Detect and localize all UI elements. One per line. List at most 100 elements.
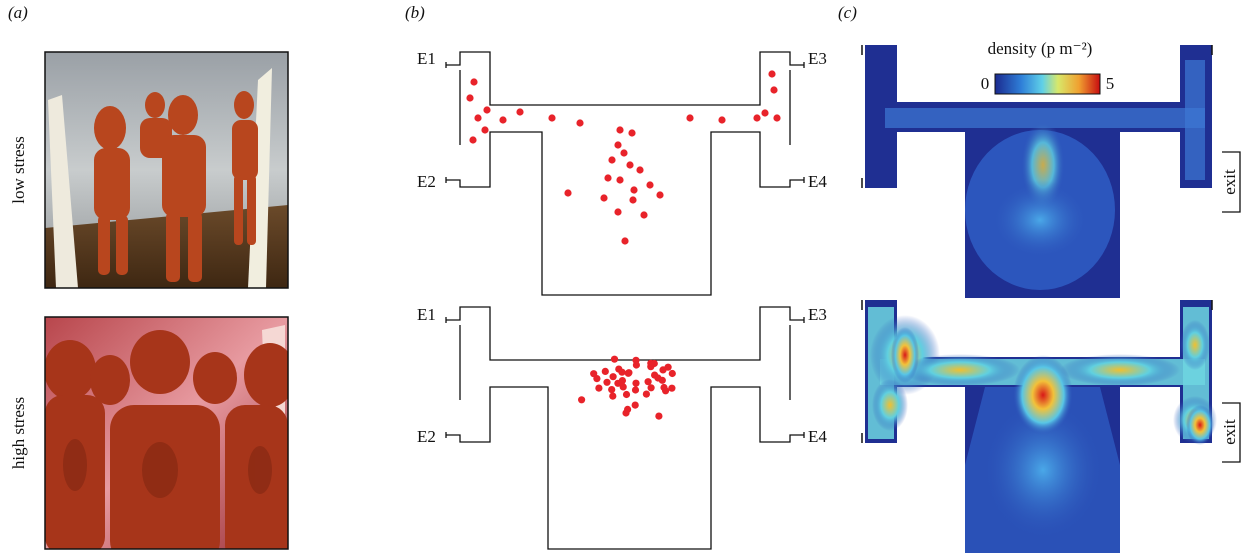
pedestrian [626, 161, 634, 169]
wall [445, 386, 805, 550]
exit-bracket [1222, 402, 1241, 463]
panel-label: (c) [838, 3, 857, 22]
row-label: high stress [9, 397, 28, 469]
pedestrian [621, 237, 629, 245]
wall [459, 325, 791, 400]
photo-frame [44, 51, 289, 289]
heat-region [885, 108, 1205, 128]
exit-label: exit [1220, 419, 1239, 445]
pedestrian [608, 386, 616, 394]
pedestrian [466, 94, 474, 102]
pedestrian [483, 106, 491, 114]
pedestrian [622, 409, 630, 417]
exit-label: E2 [417, 172, 436, 191]
wall [445, 51, 805, 106]
pedestrian [616, 126, 624, 134]
photo-high-stress [45, 317, 288, 549]
exit-label: exit [1220, 169, 1239, 195]
pedestrian [548, 114, 556, 122]
pedestrian [658, 376, 666, 384]
pedestrian [642, 390, 651, 398]
pedestrian [761, 109, 769, 117]
heatmap-high-stress [861, 300, 1217, 553]
pedestrian [656, 191, 664, 199]
pedestrian [614, 379, 622, 387]
pedestrian [499, 116, 507, 124]
pedestrian [770, 86, 778, 94]
pedestrian [640, 211, 648, 219]
wall [445, 131, 805, 296]
pedestrian [469, 136, 477, 144]
pedestrian [616, 176, 624, 184]
row-label: low stress [9, 136, 28, 204]
heat-outline [861, 300, 1213, 443]
colorbar-title: density (p m⁻²) [988, 39, 1093, 58]
pedestrian [644, 378, 652, 386]
heat-outline [861, 45, 1213, 188]
heat-region [1186, 405, 1214, 445]
pedestrian [631, 386, 640, 394]
exit-label: E1 [417, 305, 436, 324]
exit-bracket [1222, 151, 1241, 213]
heat-region [1060, 354, 1180, 386]
pedestrian [470, 78, 478, 86]
wall [445, 306, 805, 361]
pedestrian [601, 367, 609, 375]
pedestrian [647, 384, 655, 392]
layout-high-stress [445, 306, 805, 550]
heat-region [872, 379, 908, 431]
pedestrian [614, 208, 622, 216]
pedestrian [718, 116, 726, 124]
pedestrian [686, 114, 694, 122]
pedestrian [609, 392, 617, 400]
pedestrian [632, 379, 640, 387]
exit-label: E3 [808, 305, 827, 324]
photo-frame [44, 316, 289, 550]
pedestrian [668, 384, 676, 392]
pedestrian [610, 355, 619, 363]
heat-region [1180, 320, 1210, 370]
pedestrian [609, 373, 617, 381]
pedestrian [603, 378, 611, 386]
pedestrian [608, 156, 616, 164]
photo-low-stress [45, 52, 288, 288]
layout-low-stress [445, 51, 805, 296]
pedestrian [624, 369, 632, 377]
pedestrian [576, 119, 584, 127]
pedestrian [516, 108, 524, 116]
pedestrian [630, 186, 638, 194]
pedestrian [619, 383, 627, 391]
pedestrian [578, 396, 586, 404]
heat-region [983, 400, 1103, 540]
exit-label: E4 [808, 427, 827, 446]
colorbar-min: 0 [981, 74, 990, 93]
exit-label: E4 [808, 172, 827, 191]
heat-region [900, 354, 1020, 386]
pedestrian [631, 401, 639, 409]
pedestrian [773, 114, 781, 122]
heat-region [891, 327, 919, 383]
panel-label: (b) [405, 3, 425, 22]
pedestrian [622, 390, 631, 399]
pedestrian [618, 368, 626, 376]
exit-label: E1 [417, 49, 436, 68]
pedestrian [590, 370, 598, 378]
pedestrian [768, 70, 776, 78]
pedestrian [614, 141, 622, 149]
pedestrian [636, 166, 644, 174]
wall [459, 70, 791, 145]
pedestrian [753, 114, 761, 122]
pedestrian [595, 384, 603, 392]
colorbar-max: 5 [1106, 74, 1115, 93]
pedestrian [564, 189, 572, 197]
panel-label: (a) [8, 3, 28, 22]
pedestrian [655, 412, 663, 420]
heat-region [1013, 355, 1073, 435]
pedestrian [628, 129, 636, 137]
pedestrian [474, 114, 482, 122]
heatmap-low-stress [861, 45, 1213, 298]
exit-label: E2 [417, 427, 436, 446]
pedestrian [668, 369, 676, 378]
pedestrian [659, 366, 667, 374]
